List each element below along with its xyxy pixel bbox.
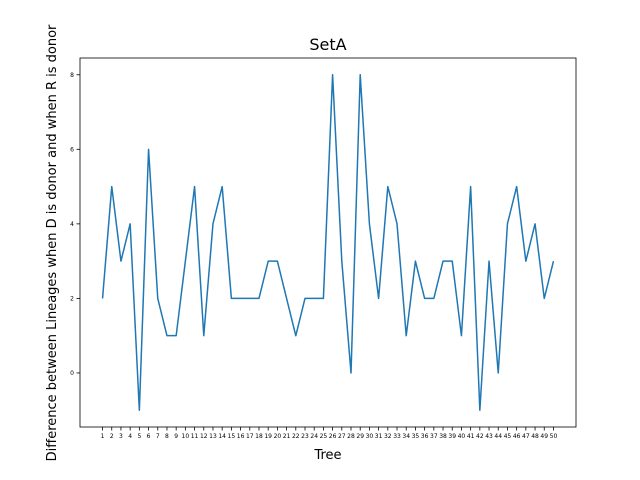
x-tick-label: 47 bbox=[522, 433, 530, 440]
x-tick-label: 29 bbox=[356, 433, 364, 440]
x-tick-label: 8 bbox=[165, 433, 169, 440]
y-tick-label: 4 bbox=[70, 221, 74, 228]
x-tick-label: 45 bbox=[504, 433, 512, 440]
x-tick-label: 10 bbox=[182, 433, 190, 440]
x-tick-label: 12 bbox=[200, 433, 208, 440]
x-tick-label: 31 bbox=[375, 433, 383, 440]
x-tick-label: 6 bbox=[147, 433, 151, 440]
x-tick-label: 30 bbox=[366, 433, 374, 440]
x-tick-label: 18 bbox=[255, 433, 263, 440]
x-tick-label: 17 bbox=[246, 433, 254, 440]
x-tick-label: 42 bbox=[476, 433, 484, 440]
x-tick-label: 3 bbox=[119, 433, 123, 440]
x-tick-label: 38 bbox=[439, 433, 447, 440]
axes-frame bbox=[79, 57, 577, 428]
x-tick-label: 44 bbox=[494, 433, 502, 440]
x-tick-label: 28 bbox=[347, 433, 355, 440]
x-tick-label: 16 bbox=[237, 433, 245, 440]
x-tick-label: 27 bbox=[338, 433, 346, 440]
y-axis-label: Difference between Lineages when D is do… bbox=[45, 24, 60, 461]
x-tick-label: 4 bbox=[128, 433, 132, 440]
x-tick-label: 34 bbox=[402, 433, 410, 440]
x-tick-label: 11 bbox=[191, 433, 199, 440]
y-tick-label: 2 bbox=[70, 295, 74, 302]
x-tick-label: 32 bbox=[384, 433, 392, 440]
x-tick-label: 36 bbox=[421, 433, 429, 440]
x-tick-label: 46 bbox=[513, 433, 521, 440]
x-tick-label: 20 bbox=[274, 433, 282, 440]
x-tick-label: 35 bbox=[412, 433, 420, 440]
y-tick-label: 8 bbox=[70, 72, 74, 79]
x-tick-label: 21 bbox=[283, 433, 291, 440]
x-tick-label: 9 bbox=[174, 433, 178, 440]
x-tick-label: 19 bbox=[264, 433, 272, 440]
y-tick-label: 6 bbox=[70, 146, 74, 153]
x-tick-label: 33 bbox=[393, 433, 401, 440]
x-tick-label: 49 bbox=[540, 433, 548, 440]
x-tick-label: 48 bbox=[531, 433, 539, 440]
x-tick-label: 41 bbox=[467, 433, 475, 440]
x-tick-label: 15 bbox=[228, 433, 236, 440]
series-line bbox=[101, 74, 555, 411]
x-tick-label: 25 bbox=[320, 433, 328, 440]
x-tick-label: 39 bbox=[448, 433, 456, 440]
x-tick-label: 26 bbox=[329, 433, 337, 440]
x-tick-label: 14 bbox=[218, 433, 226, 440]
x-tick-label: 7 bbox=[156, 433, 160, 440]
x-tick-label: 5 bbox=[137, 433, 141, 440]
x-tick-label: 24 bbox=[310, 433, 318, 440]
x-tick-label: 13 bbox=[209, 433, 217, 440]
x-tick-label: 43 bbox=[485, 433, 493, 440]
x-tick-label: 23 bbox=[301, 433, 309, 440]
x-tick-label: 1 bbox=[101, 433, 105, 440]
x-axis-label: Tree bbox=[313, 448, 341, 463]
x-tick-label: 50 bbox=[550, 433, 558, 440]
x-tick-label: 37 bbox=[430, 433, 438, 440]
y-tick-label: 0 bbox=[70, 370, 74, 377]
x-tick-label: 22 bbox=[292, 433, 300, 440]
chart-title: SetA bbox=[309, 35, 346, 54]
x-tick-label: 40 bbox=[458, 433, 466, 440]
x-tick-label: 2 bbox=[110, 433, 114, 440]
